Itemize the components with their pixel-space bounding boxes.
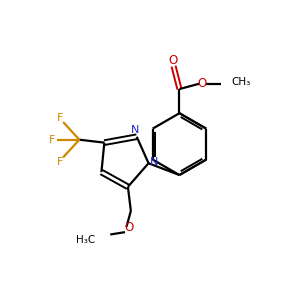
Text: O: O bbox=[168, 54, 178, 67]
Text: N: N bbox=[150, 157, 158, 167]
Text: F: F bbox=[56, 112, 63, 123]
Text: O: O bbox=[124, 221, 134, 234]
Text: CH₃: CH₃ bbox=[231, 77, 250, 87]
Text: F: F bbox=[49, 135, 55, 145]
Text: H₃C: H₃C bbox=[76, 235, 95, 244]
Text: N: N bbox=[131, 125, 140, 135]
Text: F: F bbox=[56, 157, 63, 167]
Text: O: O bbox=[197, 77, 207, 90]
